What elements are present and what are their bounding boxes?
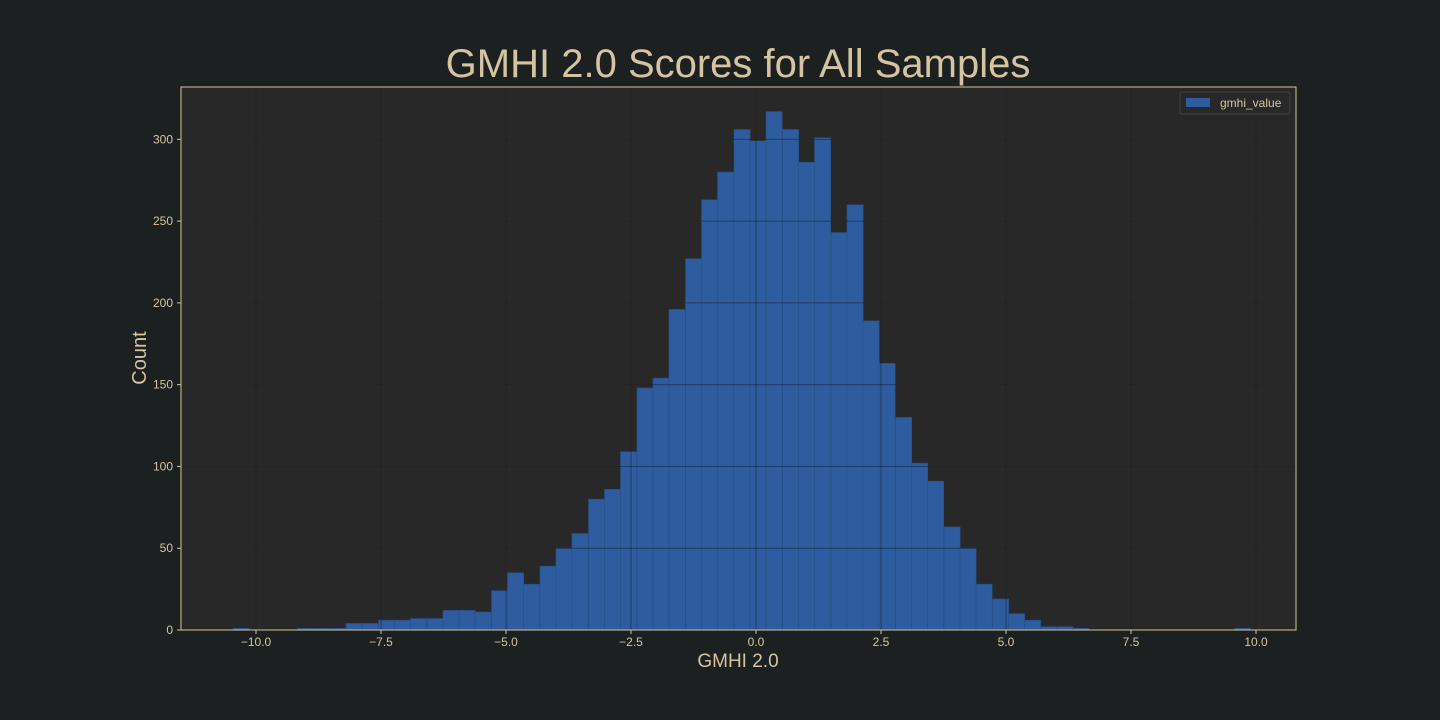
x-tick-label: −7.5	[369, 635, 393, 649]
histogram-bar	[685, 258, 702, 631]
y-tick-label: 100	[153, 459, 173, 473]
y-tick-label: 300	[153, 132, 173, 146]
histogram-bar	[895, 417, 912, 631]
x-tick-label: 7.5	[1123, 635, 1140, 649]
plot-frame	[180, 86, 1297, 631]
histogram-bar	[474, 611, 492, 631]
x-tick-label: 5.0	[998, 635, 1015, 649]
x-tick-label: 2.5	[873, 635, 890, 649]
histogram-bar	[1008, 613, 1025, 631]
y-tick-label: 200	[153, 296, 173, 310]
histogram-bar	[975, 583, 993, 631]
histogram-bar	[620, 451, 637, 631]
legend-label: gmhi_value	[1220, 96, 1282, 110]
histogram-bar	[426, 618, 444, 631]
histogram-bars	[232, 111, 1251, 631]
x-axis-label: GMHI 2.0	[697, 651, 778, 672]
grid-lines-overlay	[181, 87, 1296, 630]
histogram-bar	[911, 462, 928, 631]
histogram-bar	[1024, 619, 1041, 631]
x-tick-label: −5.0	[494, 635, 518, 649]
histogram-bar	[652, 377, 670, 631]
x-tick-label: 0.0	[748, 635, 765, 649]
y-axis-ticks: 0 50 100 150 200 250 300	[153, 132, 181, 637]
legend: gmhi_value	[1179, 91, 1291, 115]
histogram-bar	[862, 320, 880, 631]
histogram-bar	[701, 199, 718, 631]
chart-title: GMHI 2.0 Scores for All Samples	[446, 42, 1031, 86]
histogram-bar	[830, 232, 848, 631]
histogram-bar	[523, 583, 540, 631]
legend-swatch	[1186, 98, 1210, 107]
y-tick-label: 50	[160, 541, 174, 555]
histogram-bar	[814, 137, 831, 631]
histogram-bar	[636, 387, 654, 631]
histogram-bar	[604, 489, 621, 631]
x-axis-ticks: −10.0 −7.5 −5.0 −2.5 0.0 2.5 5.0 7.5 10.0	[241, 630, 1268, 649]
histogram-bar	[733, 129, 751, 631]
histogram-bar	[491, 590, 508, 631]
histogram-bar	[668, 309, 686, 631]
y-axis-label: Count	[129, 331, 151, 385]
x-tick-label: −10.0	[241, 635, 272, 649]
histogram-bar	[555, 547, 573, 631]
histogram-bar	[765, 111, 783, 631]
histogram-bar	[539, 565, 557, 631]
histogram-bar	[410, 618, 427, 631]
histogram-bar	[458, 610, 476, 631]
histogram-bar	[943, 526, 961, 631]
histogram-bar	[717, 171, 734, 631]
histogram-bar	[588, 498, 605, 631]
histogram-bar	[394, 619, 411, 631]
histogram-bar	[846, 204, 864, 631]
histogram-bar	[927, 480, 944, 631]
x-tick-label: 10.0	[1244, 635, 1268, 649]
histogram-bar	[959, 547, 977, 631]
histogram-bar	[361, 623, 379, 631]
legend-box	[1179, 91, 1291, 115]
histogram-bar	[782, 129, 799, 631]
y-tick-label: 0	[166, 623, 173, 637]
histogram-bar	[345, 623, 363, 631]
y-tick-label: 250	[153, 214, 173, 228]
histogram-bar	[442, 610, 460, 631]
histogram-bar	[798, 161, 815, 631]
y-tick-label: 150	[153, 378, 173, 392]
x-tick-label: −2.5	[619, 635, 643, 649]
histogram-bar	[507, 572, 524, 631]
histogram-bar	[749, 140, 767, 631]
